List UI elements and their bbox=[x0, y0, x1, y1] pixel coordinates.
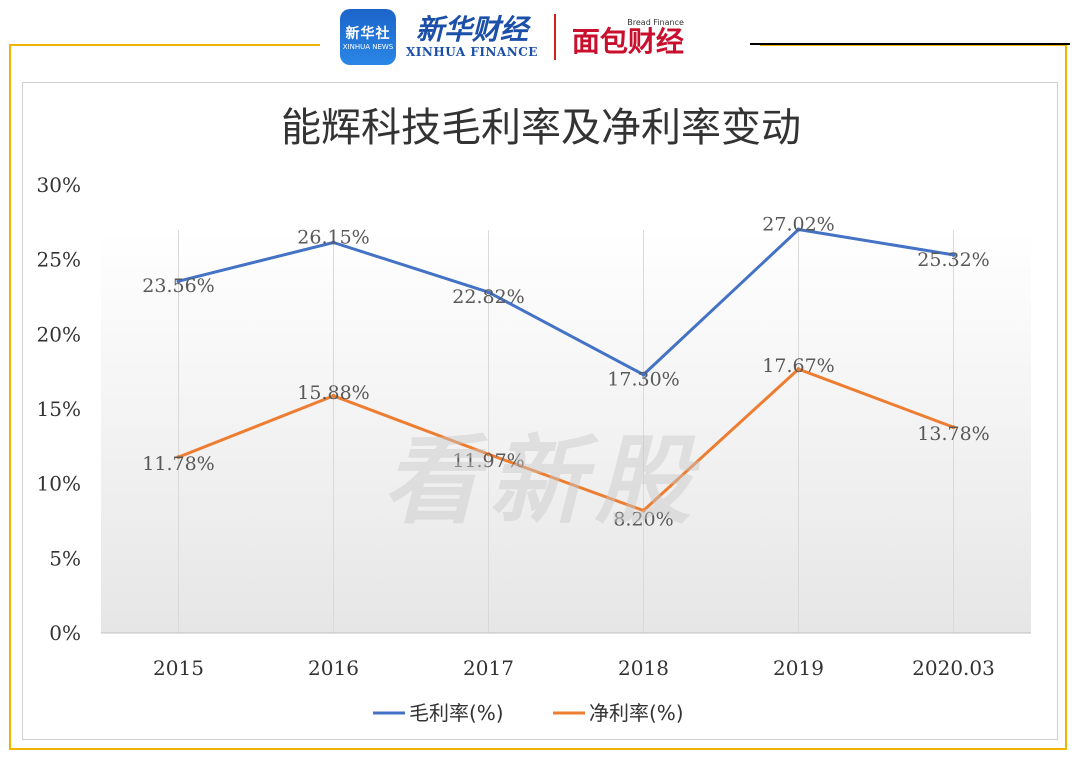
line-chart: 能辉科技毛利率及净利率变动 0% 5% 10% 15% 20% 25% 30% 2015 2016… bbox=[37, 105, 1031, 725]
data-label: 13.78% bbox=[917, 423, 989, 445]
x-tick-label: 2016 bbox=[308, 656, 359, 680]
data-label: 17.67% bbox=[762, 355, 834, 377]
y-tick-label: 25% bbox=[37, 248, 81, 272]
header-logos: 新华社 XINHUA NEWS 新华财经 XINHUA FINANCE Brea… bbox=[340, 6, 684, 68]
x-tick-label: 2017 bbox=[463, 656, 514, 680]
data-label: 11.78% bbox=[142, 453, 214, 475]
data-point bbox=[331, 240, 336, 245]
data-point bbox=[796, 367, 801, 372]
bread-finance-logo: Bread Finance 面包财经 bbox=[572, 18, 684, 57]
data-point bbox=[486, 452, 491, 457]
data-label: 15.88% bbox=[297, 382, 369, 404]
xinhua-finance-logo: 新华财经 XINHUA FINANCE bbox=[406, 13, 538, 60]
xinhua-badge-zh: 新华社 bbox=[345, 26, 391, 42]
x-tick-label: 2020.03 bbox=[912, 656, 995, 680]
y-tick-label: 30% bbox=[37, 173, 81, 197]
frame-top-line bbox=[750, 43, 1070, 45]
data-point bbox=[641, 372, 646, 377]
chart-title: 能辉科技毛利率及净利率变动 bbox=[281, 105, 801, 151]
xinhua-finance-en: XINHUA FINANCE bbox=[406, 45, 538, 59]
watermark: 看新股 bbox=[383, 425, 701, 537]
logo-separator bbox=[553, 14, 556, 60]
data-point bbox=[951, 425, 956, 430]
x-tick-label: 2019 bbox=[773, 656, 824, 680]
data-point bbox=[486, 290, 491, 295]
x-tick-label: 2015 bbox=[153, 656, 204, 680]
y-tick-label: 20% bbox=[37, 322, 81, 346]
xinhua-news-logo: 新华社 XINHUA NEWS bbox=[340, 9, 396, 65]
y-tick-label: 10% bbox=[37, 472, 81, 496]
chart-container: 能辉科技毛利率及净利率变动 0% 5% 10% 15% 20% 25% 30% 2015 2016… bbox=[22, 82, 1058, 740]
data-point bbox=[951, 252, 956, 257]
data-point bbox=[331, 393, 336, 398]
series-line-0 bbox=[178, 228, 954, 377]
bread-finance-zh: 面包财经 bbox=[571, 24, 684, 58]
legend-label-0: 毛利率(%) bbox=[409, 701, 504, 725]
data-label: 22.82% bbox=[452, 286, 524, 308]
data-point bbox=[796, 227, 801, 232]
data-label: 8.20% bbox=[613, 509, 673, 531]
data-point bbox=[176, 279, 181, 284]
data-point bbox=[641, 508, 646, 513]
series-line-1 bbox=[177, 367, 955, 513]
data-label: 17.30% bbox=[607, 369, 679, 391]
data-point bbox=[176, 455, 181, 460]
data-label: 23.56% bbox=[142, 275, 214, 297]
data-label: 25.32% bbox=[917, 249, 989, 271]
plot-area bbox=[101, 230, 1031, 633]
y-tick-label: 15% bbox=[37, 397, 81, 421]
data-label: 27.02% bbox=[762, 214, 834, 236]
x-tick-label: 2018 bbox=[618, 656, 669, 680]
xinhua-finance-zh: 新华财经 bbox=[415, 13, 528, 46]
data-label: 11.97% bbox=[452, 450, 524, 472]
legend-label-1: 净利率(%) bbox=[589, 701, 684, 725]
bread-finance-en: Bread Finance bbox=[627, 17, 684, 27]
y-tick-label: 0% bbox=[49, 621, 81, 645]
xinhua-badge-en: XINHUA NEWS bbox=[342, 43, 394, 51]
data-label: 26.15% bbox=[297, 226, 369, 248]
y-tick-label: 5% bbox=[49, 546, 81, 570]
